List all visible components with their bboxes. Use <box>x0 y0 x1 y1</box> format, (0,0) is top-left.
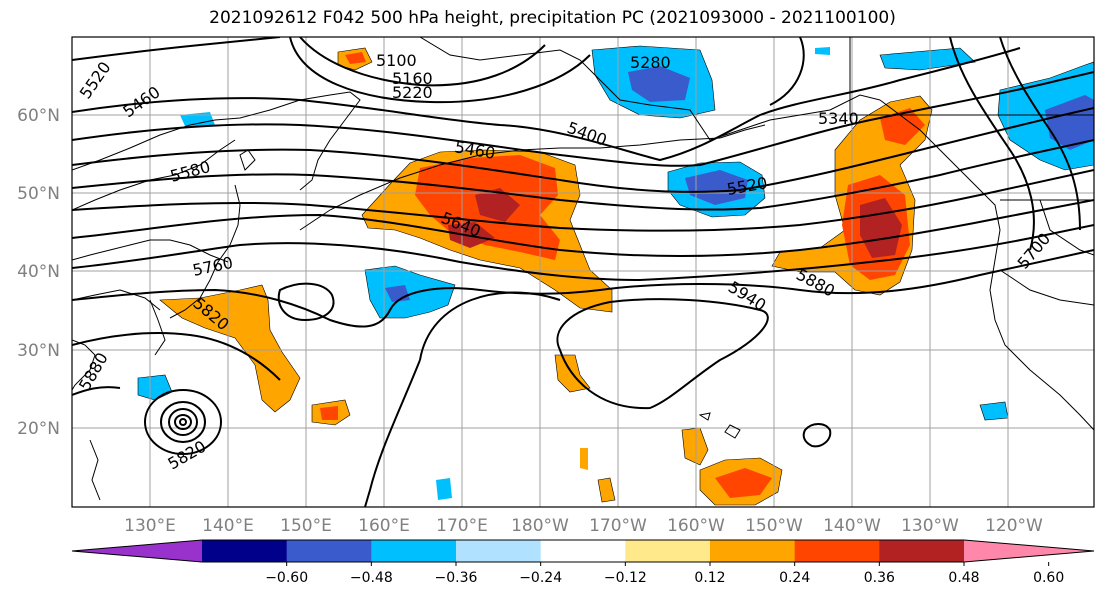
gridlines <box>72 37 1094 507</box>
lat-label: 50°N <box>17 184 60 204</box>
colorbar-tick-label: 0.24 <box>779 570 810 586</box>
lon-label: 160°W <box>667 516 725 536</box>
colorbar-segment <box>794 540 880 562</box>
latitude-axis: 60°N 50°N 40°N 30°N 20°N <box>17 106 60 439</box>
colorbar-tick-label: −0.48 <box>350 570 393 586</box>
map-content: 5100 5160 5220 5280 5520 5460 5400 5460 … <box>72 37 1094 507</box>
lon-label: 130°E <box>124 516 176 536</box>
colorbar-segment <box>879 540 965 562</box>
lat-label: 20°N <box>17 419 60 439</box>
colorbar-extend-low <box>72 540 202 562</box>
lon-label: 180°W <box>511 516 569 536</box>
colorbar-tick-label: −0.24 <box>519 570 562 586</box>
lon-label: 120°W <box>985 516 1043 536</box>
colorbar-tick-label: −0.12 <box>604 570 647 586</box>
lon-label: 140°E <box>202 516 254 536</box>
lon-label: 140°W <box>823 516 881 536</box>
lon-label: 130°W <box>901 516 959 536</box>
height-contours <box>72 37 1094 507</box>
map-title: 2021092612 F042 500 hPa height, precipit… <box>209 8 896 28</box>
lon-label: 170°W <box>589 516 647 536</box>
lon-label: 150°E <box>280 516 332 536</box>
lon-label: 160°E <box>358 516 410 536</box>
colorbar-tick-label: −0.36 <box>435 570 478 586</box>
map-frame <box>71 36 1095 508</box>
colorbar-segment <box>202 540 288 562</box>
colorbar-segment <box>710 540 796 562</box>
lon-label: 150°W <box>745 516 803 536</box>
lon-label: 170°E <box>436 516 488 536</box>
lat-label: 40°N <box>17 262 60 282</box>
contour-label: 5160 <box>392 69 433 88</box>
colorbar-tick-label: 0.12 <box>694 570 725 586</box>
contour-label: 5340 <box>818 109 859 128</box>
contour-label: 5100 <box>376 51 417 70</box>
colorbar-segment <box>456 540 542 562</box>
colorbar-tick-label: 0.36 <box>864 570 895 586</box>
colorbar-extend-high <box>964 540 1094 562</box>
colorbar-outline <box>71 539 1095 563</box>
colorbar-tick-label: −0.60 <box>265 570 308 586</box>
colorbar-tick-label: 0.48 <box>948 570 979 586</box>
contour-label: 5220 <box>392 83 433 102</box>
lat-label: 30°N <box>17 341 60 361</box>
colorbar: −0.60 −0.48 −0.36 −0.24 −0.12 0.12 0.24 0.36 0.4… <box>71 539 1095 586</box>
colorbar-segment <box>286 540 372 562</box>
contour-label: 5280 <box>630 53 671 72</box>
colorbar-segment <box>625 540 711 562</box>
colorbar-segment <box>540 540 626 562</box>
lat-label: 60°N <box>17 106 60 126</box>
colorbar-tick-label: 0.60 <box>1033 570 1064 586</box>
longitude-axis: 130°E 140°E 150°E 160°E 170°E 180°W 170°… <box>124 516 1043 536</box>
colorbar-segment <box>371 540 457 562</box>
